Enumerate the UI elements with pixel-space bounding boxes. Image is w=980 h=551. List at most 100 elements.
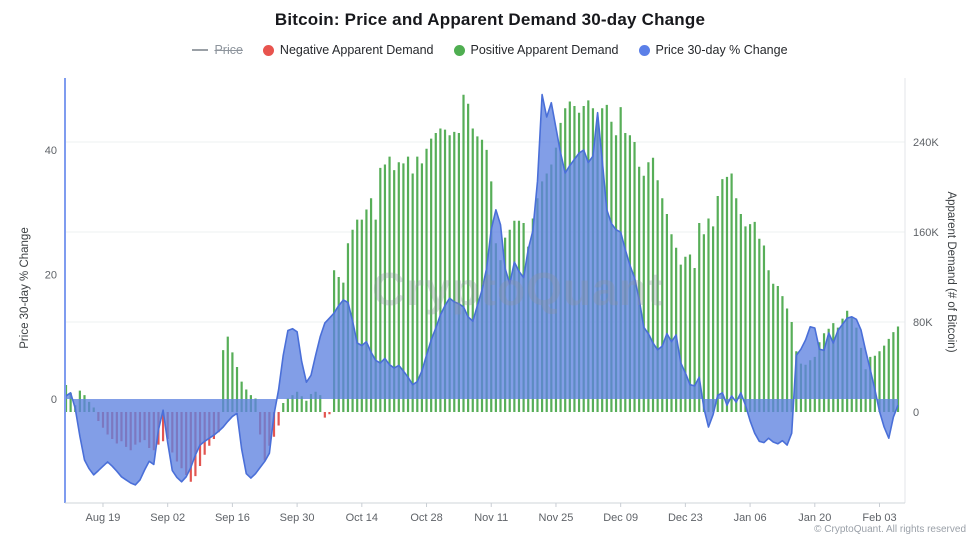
negative-demand-bar[interactable] xyxy=(272,412,276,437)
price-change-area[interactable] xyxy=(66,94,898,485)
positive-demand-bar[interactable] xyxy=(698,223,701,412)
positive-demand-bar[interactable] xyxy=(476,136,479,413)
positive-demand-bar[interactable] xyxy=(753,221,756,413)
positive-demand-bar[interactable] xyxy=(443,129,447,413)
positive-demand-bar[interactable] xyxy=(656,180,659,412)
positive-demand-bar[interactable] xyxy=(448,135,451,412)
positive-demand-bar[interactable] xyxy=(286,398,289,413)
positive-demand-bar[interactable] xyxy=(892,332,895,413)
positive-demand-bar[interactable] xyxy=(693,268,696,412)
positive-demand-bar[interactable] xyxy=(744,226,747,413)
right-axis-title: Apparent Demand (# of Bitcoin) xyxy=(945,191,957,352)
positive-demand-bar[interactable] xyxy=(439,128,442,413)
positive-demand-bar[interactable] xyxy=(374,219,377,413)
positive-demand-bar[interactable] xyxy=(462,94,465,412)
positive-demand-bar[interactable] xyxy=(776,286,779,412)
positive-demand-bar[interactable] xyxy=(222,350,225,413)
positive-demand-bar[interactable] xyxy=(661,198,664,412)
positive-demand-bar[interactable] xyxy=(735,198,738,412)
positive-demand-bar[interactable] xyxy=(762,245,766,413)
positive-demand-bar[interactable] xyxy=(406,156,410,413)
positive-demand-bar[interactable] xyxy=(758,238,761,412)
positive-demand-bar[interactable] xyxy=(873,355,876,412)
positive-demand-bar[interactable] xyxy=(457,133,460,412)
positive-demand-bar[interactable] xyxy=(356,219,359,413)
positive-demand-bar[interactable] xyxy=(883,345,886,413)
positive-demand-bar[interactable] xyxy=(69,392,72,413)
positive-demand-bar[interactable] xyxy=(369,198,373,412)
positive-demand-bar[interactable] xyxy=(721,179,724,413)
negative-demand-bar[interactable] xyxy=(277,412,280,426)
positive-demand-bar[interactable] xyxy=(231,352,234,413)
positive-demand-bar[interactable] xyxy=(767,270,770,412)
positive-demand-bar[interactable] xyxy=(388,156,391,413)
positive-demand-bar[interactable] xyxy=(282,403,285,412)
positive-demand-bar[interactable] xyxy=(712,226,715,413)
positive-demand-bar[interactable] xyxy=(748,224,752,413)
negative-demand-bar[interactable] xyxy=(323,412,326,418)
positive-demand-bar[interactable] xyxy=(383,164,387,413)
positive-demand-bar[interactable] xyxy=(665,214,668,412)
positive-demand-bar[interactable] xyxy=(675,247,678,412)
positive-demand-bar[interactable] xyxy=(785,308,789,413)
positive-demand-bar[interactable] xyxy=(878,351,881,412)
positive-demand-bar[interactable] xyxy=(309,394,313,412)
positive-demand-bar[interactable] xyxy=(739,214,742,412)
positive-demand-bar[interactable] xyxy=(296,391,299,412)
positive-demand-bar[interactable] xyxy=(647,162,650,412)
positive-demand-bar[interactable] xyxy=(638,166,641,412)
negative-demand-bar[interactable] xyxy=(328,412,331,415)
positive-demand-bar[interactable] xyxy=(772,283,775,412)
positive-demand-bar[interactable] xyxy=(471,128,474,413)
positive-demand-bar[interactable] xyxy=(402,163,405,413)
positive-demand-bar[interactable] xyxy=(235,367,239,412)
positive-demand-bar[interactable] xyxy=(716,196,719,412)
positive-demand-bar[interactable] xyxy=(420,163,424,413)
positive-demand-bar[interactable] xyxy=(425,148,428,412)
legend-item-positive-demand[interactable]: Positive Apparent Demand xyxy=(453,43,619,57)
positive-demand-bar[interactable] xyxy=(642,175,645,412)
positive-demand-bar[interactable] xyxy=(730,173,733,413)
positive-demand-bar[interactable] xyxy=(416,156,419,413)
positive-demand-bar[interactable] xyxy=(305,400,308,412)
legend-item-price-change[interactable]: Price 30-day % Change xyxy=(638,43,788,57)
positive-demand-bar[interactable] xyxy=(707,218,710,413)
positive-demand-bar[interactable] xyxy=(670,234,673,412)
positive-demand-bar[interactable] xyxy=(360,219,363,413)
positive-demand-bar[interactable] xyxy=(430,138,433,413)
positive-demand-bar[interactable] xyxy=(240,381,243,413)
positive-demand-bar[interactable] xyxy=(480,139,484,412)
positive-demand-bar[interactable] xyxy=(365,209,368,413)
positive-demand-bar[interactable] xyxy=(790,322,793,412)
positive-demand-bar[interactable] xyxy=(702,234,705,412)
positive-demand-bar[interactable] xyxy=(300,396,303,412)
x-axis-tick-label: Nov 11 xyxy=(474,512,508,524)
positive-demand-bar[interactable] xyxy=(896,326,900,413)
positive-demand-bar[interactable] xyxy=(688,254,692,413)
positive-demand-bar[interactable] xyxy=(651,157,655,412)
legend-item-price[interactable]: Price xyxy=(192,43,243,57)
left-axis-tick-label: 0 xyxy=(51,394,57,406)
positive-demand-bar[interactable] xyxy=(397,162,400,412)
positive-demand-bar[interactable] xyxy=(226,336,229,413)
positive-demand-bar[interactable] xyxy=(314,391,317,412)
positive-demand-bar[interactable] xyxy=(684,256,687,412)
right-axis-tick-label: 80K xyxy=(913,317,933,329)
positive-demand-bar[interactable] xyxy=(679,264,682,413)
positive-demand-bar[interactable] xyxy=(467,103,470,412)
negative-demand-bar[interactable] xyxy=(161,412,165,442)
positive-demand-bar[interactable] xyxy=(291,395,294,413)
positive-demand-bar[interactable] xyxy=(393,170,396,413)
positive-demand-bar[interactable] xyxy=(781,296,784,413)
x-axis-tick-label: Oct 14 xyxy=(346,512,378,524)
positive-demand-bar[interactable] xyxy=(434,133,437,412)
positive-demand-bar[interactable] xyxy=(411,173,414,413)
positive-demand-bar[interactable] xyxy=(319,395,322,413)
positive-demand-bar[interactable] xyxy=(725,176,729,413)
positive-demand-bar[interactable] xyxy=(887,338,890,413)
positive-demand-bar[interactable] xyxy=(453,131,456,413)
legend-item-negative-demand[interactable]: Negative Apparent Demand xyxy=(262,43,434,57)
positive-demand-bar[interactable] xyxy=(379,167,382,413)
copyright-text: © CryptoQuant. All rights reserved xyxy=(814,524,966,535)
